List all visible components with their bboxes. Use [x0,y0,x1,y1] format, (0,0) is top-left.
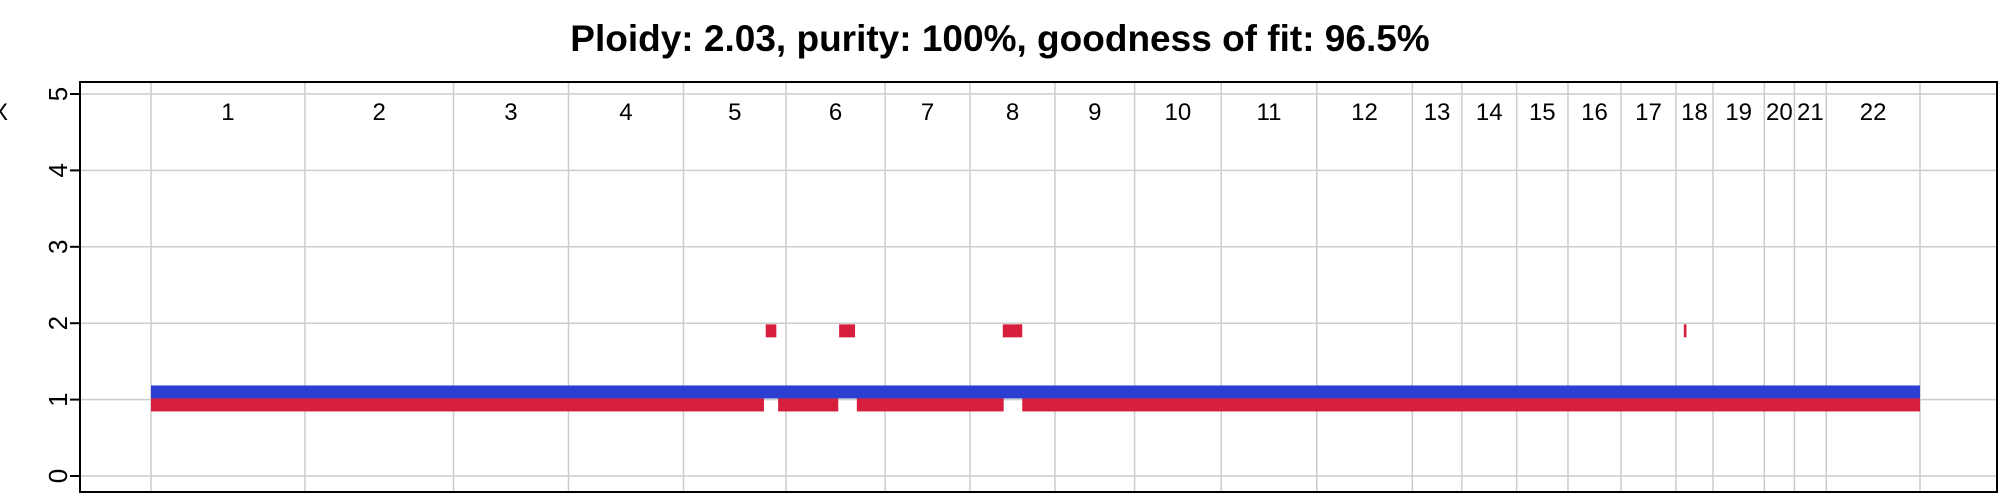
chromosome-label: 13 [1424,99,1451,126]
axis-layer [70,81,1998,493]
copy-number-segment [1022,398,1920,412]
copy-number-segment [765,324,777,338]
chromosome-label: 17 [1635,99,1662,126]
chart-title: Ploidy: 2.03, purity: 100%, goodness of … [570,18,1430,59]
chromosome-label: 20 [1766,99,1793,126]
chromosome-label: 4 [619,99,632,126]
y-tick-label: 5 [43,87,73,101]
chromosome-label: 10 [1165,99,1192,126]
y-tick-label: 1 [43,392,73,406]
chromosome-label: 2 [373,99,386,126]
copy-number-segment [778,398,839,412]
plot-frame [79,81,1998,493]
copy-number-segment [1002,324,1023,338]
chromosome-label: 19 [1725,99,1752,126]
chromosome-label: 3 [504,99,517,126]
chromosome-label: 22 [1860,99,1887,126]
chromosome-label: 15 [1529,99,1556,126]
chromosome-label: 21 [1797,99,1824,126]
chromosome-label: 9 [1088,99,1101,126]
y-tick-label: 2 [43,316,73,330]
chromosome-label: 12 [1351,99,1378,126]
chromosome-label: 6 [829,99,842,126]
chromosome-label: X [0,99,8,126]
copy-number-segment [151,398,764,412]
chromosome-label: 7 [921,99,934,126]
chromosome-label: 14 [1476,99,1503,126]
y-tick-label: 3 [43,240,73,254]
y-tick-label: 4 [43,163,73,177]
chromosome-label: 18 [1681,99,1708,126]
copy-number-segment [1683,324,1687,338]
copy-number-segment [856,398,1004,412]
chromosome-label: 8 [1006,99,1019,126]
chromosome-label: 11 [1257,99,1282,126]
y-tick-label: 0 [43,469,73,483]
marks-layer [151,324,1920,412]
chromosome-label: 16 [1581,99,1608,126]
copy-number-segment [839,324,856,338]
chromosome-label: 1 [221,99,234,126]
grid-layer [80,82,1997,492]
chromosome-label: 5 [728,99,741,126]
copy-number-segment [151,385,1920,399]
